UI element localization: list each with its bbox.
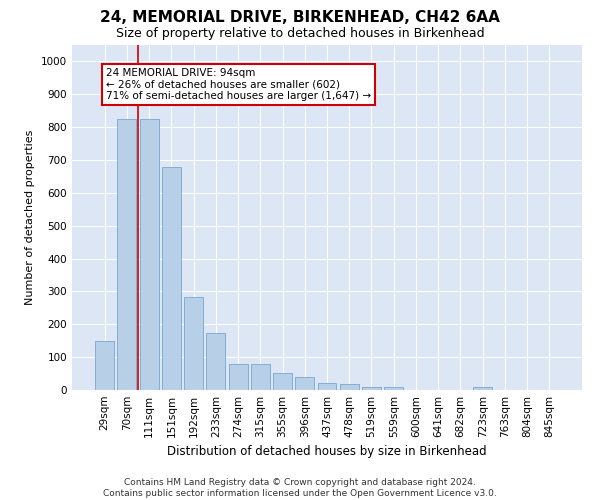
Bar <box>317 384 337 390</box>
Y-axis label: Number of detached properties: Number of detached properties <box>25 130 35 305</box>
Bar <box>384 388 403 390</box>
Bar <box>95 340 114 390</box>
Bar <box>473 386 492 390</box>
Bar <box>362 388 381 390</box>
Bar <box>251 364 270 390</box>
Text: Size of property relative to detached houses in Birkenhead: Size of property relative to detached ho… <box>116 28 484 40</box>
Text: 24 MEMORIAL DRIVE: 94sqm
← 26% of detached houses are smaller (602)
71% of semi-: 24 MEMORIAL DRIVE: 94sqm ← 26% of detach… <box>106 68 371 101</box>
Bar <box>295 377 314 390</box>
Bar <box>184 297 203 390</box>
Text: Contains HM Land Registry data © Crown copyright and database right 2024.
Contai: Contains HM Land Registry data © Crown c… <box>103 478 497 498</box>
X-axis label: Distribution of detached houses by size in Birkenhead: Distribution of detached houses by size … <box>167 446 487 458</box>
Bar <box>118 119 136 390</box>
Bar <box>162 166 181 390</box>
Bar <box>206 332 225 390</box>
Bar <box>229 364 248 390</box>
Bar <box>140 119 158 390</box>
Bar <box>340 384 359 390</box>
Bar <box>273 372 292 390</box>
Text: 24, MEMORIAL DRIVE, BIRKENHEAD, CH42 6AA: 24, MEMORIAL DRIVE, BIRKENHEAD, CH42 6AA <box>100 10 500 25</box>
